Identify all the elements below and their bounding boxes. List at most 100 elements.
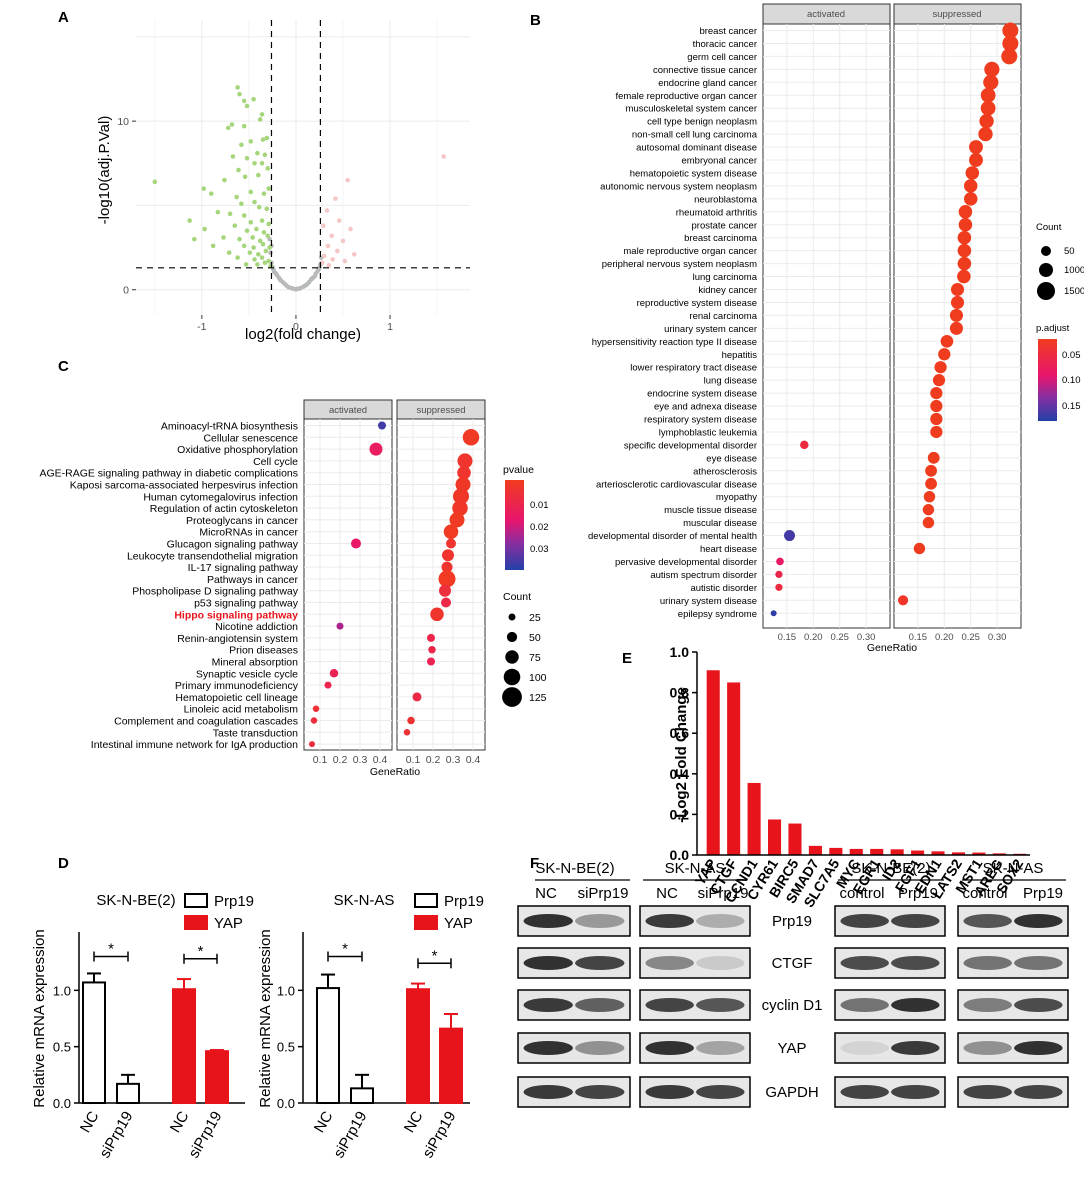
blot-protein-label: CTGF — [772, 955, 813, 972]
qpcr-y-tick-label: 0.0 — [277, 1096, 295, 1111]
disease-category-label: eye disease — [706, 453, 757, 464]
volcano-point-down — [244, 103, 250, 109]
fold-change-bar-chart: YAPCTGFCCND1CYR61BIRC5SMAD7SLC7A5MYCEGR1… — [670, 644, 1030, 910]
volcano-point-down — [221, 235, 226, 240]
volcano-point-up — [336, 218, 342, 223]
blot-band — [696, 1041, 745, 1055]
disease-category-label: arteriosclerotic cardiovascular disease — [596, 479, 757, 490]
kegg-dot-activated — [378, 421, 386, 430]
kegg-facet-label-suppressed: suppressed — [416, 405, 465, 416]
disease-category-label: lymphoblastic leukemia — [659, 427, 758, 438]
disease-x-tick-label: 0.20 — [935, 632, 954, 643]
volcano-point-ns — [304, 281, 310, 287]
disease-padjust-colorbar — [1038, 339, 1057, 421]
kegg-x-label: GeneRatio — [370, 766, 420, 778]
disease-padjust-legend-label: 0.05 — [1062, 350, 1081, 361]
fold-change-bar — [870, 848, 884, 855]
disease-padjust-legend-label: 0.10 — [1062, 375, 1081, 386]
kegg-dot-suppressed — [439, 584, 451, 597]
disease-category-label: non-small cell lung carcinoma — [632, 130, 758, 141]
qpcr-significance-star: * — [432, 947, 438, 964]
volcano-point-up — [351, 252, 357, 257]
volcano-point-down — [262, 260, 268, 266]
volcano-point-down — [261, 230, 267, 235]
volcano-point-up — [342, 258, 348, 264]
volcano-point-down — [237, 91, 242, 97]
fold-change-bar — [727, 682, 741, 855]
fold-change-bar — [767, 819, 782, 855]
volcano-point-down — [247, 250, 253, 255]
western-blot-panel: SK-N-BE(2) SK-N-AS SK-N-BE(2) SK-N-AS NC siPr… — [517, 860, 1069, 1108]
qpcr-x-label: NC — [311, 1108, 337, 1135]
disease-padjust-legend-title: p.adjust — [1036, 323, 1070, 334]
blot-protein-label: GAPDH — [765, 1084, 818, 1101]
disease-category-label: lung disease — [704, 376, 757, 387]
fold-change-bar — [808, 845, 822, 855]
qpcr-y-tick-label: 0.0 — [53, 1096, 71, 1111]
blot-band — [840, 998, 889, 1012]
volcano-point-down — [257, 238, 263, 244]
kegg-pvalue-legend-title: pvalue — [503, 464, 534, 476]
panel-label-e: E — [622, 650, 632, 667]
disease-padjust-legend-label: 0.15 — [1062, 401, 1081, 412]
volcano-x-tick-label: 1 — [387, 321, 393, 333]
fold-change-y-label: -Log2 Fold Change — [673, 687, 690, 823]
disease-category-label: developmental disorder of mental health — [588, 531, 757, 542]
fold-change-bar — [972, 852, 986, 855]
volcano-point-down — [263, 248, 269, 254]
volcano-point-up — [320, 223, 326, 228]
kegg-category-label: Proteoglycans in cancer — [186, 515, 299, 527]
kegg-pvalue-colorbar — [505, 480, 524, 570]
volcano-point-down — [244, 155, 250, 161]
kegg-category-label: Aminoacyl-tRNA biosynthesis — [161, 421, 298, 433]
volcano-point-down — [252, 160, 257, 166]
disease-count-legend-label: 50 — [1064, 246, 1075, 257]
qpcr-significance-star: * — [342, 941, 348, 958]
kegg-dot-activated — [324, 681, 332, 689]
disease-count-legend-label: 1000 — [1064, 265, 1084, 276]
kegg-category-label: Leukocyte transendothelial migration — [127, 550, 298, 562]
facet-panel-activated — [762, 23, 891, 629]
qpcr-y-label: Relative mRNA expression — [257, 929, 274, 1107]
volcano-point-down — [239, 142, 244, 148]
volcano-point-ns — [309, 276, 315, 282]
disease-dot-suppressed — [922, 516, 935, 529]
qpcr-legend-label: YAP — [214, 915, 243, 932]
blot-lane-label: Prp19 — [898, 885, 938, 902]
disease-category-label: autistic disorder — [690, 583, 757, 594]
qpcr-legend-label: Prp19 — [444, 893, 484, 910]
kegg-category-label: Kaposi sarcoma-associated herpesvirus in… — [70, 480, 298, 492]
kegg-pvalue-legend-label: 0.02 — [530, 522, 549, 533]
kegg-category-label: Regulation of actin cytoskeleton — [150, 503, 298, 515]
kegg-count-legend-title: Count — [503, 591, 531, 603]
qpcr-bar-prp19 — [116, 1082, 140, 1105]
volcano-point-down — [208, 191, 214, 196]
disease-count-legend-dot-large — [1037, 282, 1055, 300]
disease-dot-suppressed — [958, 205, 973, 219]
volcano-point-ns — [297, 286, 303, 291]
blot-band — [963, 956, 1012, 970]
disease-dot-suppressed — [930, 399, 943, 413]
kegg-facet-label-activated: activated — [329, 405, 367, 416]
blot-lane-label: Prp19 — [1023, 885, 1063, 902]
disease-dot-suppressed — [938, 348, 951, 361]
kegg-dot-suppressed — [443, 524, 459, 539]
volcano-point-down — [248, 219, 254, 225]
blot-band — [963, 1041, 1012, 1055]
kegg-count-legend-dot — [503, 668, 521, 686]
kegg-dot-suppressed — [455, 477, 471, 492]
disease-dot-suppressed — [925, 477, 937, 490]
kegg-category-label: Renin-angiotensin system — [177, 633, 298, 645]
blot-group-title: SK-N-BE(2) — [535, 860, 614, 877]
disease-enrichment-dotplot: activated suppressed breast cancer thorac… — [588, 3, 1084, 654]
kegg-dot-suppressed — [438, 570, 456, 588]
kegg-dot-suppressed — [403, 729, 411, 736]
kegg-x-tick-label: 0.1 — [406, 754, 421, 766]
disease-dot-suppressed — [913, 542, 926, 555]
kegg-category-label: Phospholipase D signaling pathway — [132, 586, 299, 598]
fold-change-bar — [931, 851, 945, 855]
blot-band — [645, 998, 694, 1012]
volcano-point-up — [324, 208, 330, 213]
blot-band — [840, 1041, 889, 1055]
